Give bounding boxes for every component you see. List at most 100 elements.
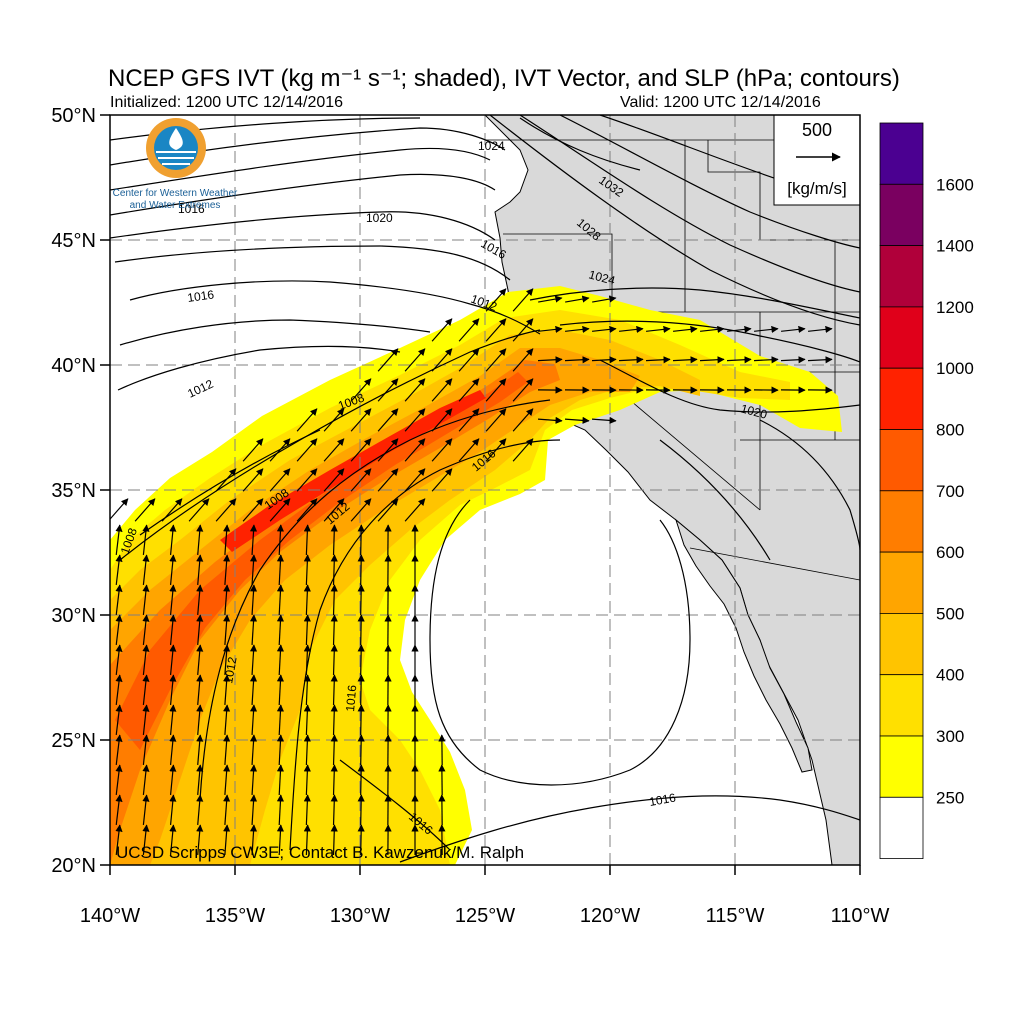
colorbar-label: 250	[936, 788, 964, 807]
ivt-vector-arrow	[169, 824, 177, 855]
ivt-vector-arrow	[223, 614, 231, 646]
ivt-vector-arrow	[564, 416, 590, 424]
vector-key-value: 500	[802, 120, 832, 140]
ivt-vector-arrow	[512, 378, 534, 402]
ivt-vector-arrow	[537, 356, 563, 364]
ivt-vector-arrow	[512, 288, 534, 312]
ivt-vector-arrow	[404, 438, 426, 462]
ivt-vector-arrow	[249, 674, 258, 706]
ivt-vector-arrow	[276, 794, 285, 826]
ivt-vector-arrow	[700, 325, 725, 333]
ivt-vector-arrow	[673, 325, 698, 333]
ivt-vector-arrow	[223, 554, 231, 586]
ivt-vector-arrow	[115, 674, 123, 705]
ivt-vector-arrow	[357, 764, 365, 796]
ivt-vector-arrow	[485, 318, 507, 342]
ivt-vector-arrow	[357, 614, 365, 646]
ivt-vector-arrow	[330, 644, 338, 676]
ivt-vector-arrow	[591, 416, 617, 424]
ivt-vector-arrow	[330, 614, 338, 646]
slp-label: 1024	[478, 139, 505, 153]
ivt-vector-arrow	[350, 468, 372, 492]
ivt-vector-arrow	[672, 356, 698, 364]
lon-label: 110°W	[831, 905, 890, 927]
colorbar-label: 500	[936, 604, 964, 623]
ivt-vector-arrow	[142, 734, 150, 765]
ivt-vector-arrow	[142, 554, 150, 585]
colorbar-swatch	[879, 735, 924, 798]
ivt-vector-arrow	[303, 734, 311, 766]
ivt-vector-arrow	[458, 408, 480, 432]
ivt-vector-arrow	[781, 325, 806, 333]
ivt-vector-arrow	[276, 704, 285, 736]
ivt-vector-arrow	[303, 674, 311, 706]
ivt-vector-arrow	[249, 614, 258, 646]
ivt-vector-arrow	[276, 554, 285, 586]
slp-label: 1016	[178, 202, 205, 216]
ivt-vector-arrow	[485, 438, 507, 462]
colorbar-swatch	[879, 183, 924, 247]
slp-label: 1024	[587, 267, 617, 288]
ivt-vector-arrow	[565, 295, 590, 303]
colorbar-swatch	[879, 490, 924, 553]
ivt-vector-arrow	[565, 325, 590, 333]
ivt-vector-arrow	[357, 674, 365, 706]
ivt-vector-arrow	[223, 764, 231, 796]
lon-label: 140°W	[80, 905, 140, 927]
ivt-400-level	[110, 330, 700, 865]
colorbar-swatch	[879, 796, 924, 859]
slp-label: 1020	[739, 401, 769, 422]
colorbar-swatch	[879, 122, 924, 185]
ivt-vector-arrow	[134, 498, 156, 522]
ivt-vector-arrow	[276, 524, 285, 556]
ivt-vector-arrow	[142, 524, 150, 555]
ivt-vector-arrow	[458, 318, 480, 342]
ivt-vector-arrow	[115, 764, 123, 795]
ivt-vectors	[110, 288, 833, 856]
colorbar-label: 700	[936, 482, 964, 501]
ivt-vector-arrow	[645, 356, 671, 364]
ivt-vector-arrow	[485, 288, 507, 312]
vector-key: 500 [kg/m/s]	[773, 115, 860, 206]
ivt-vector-arrow	[249, 794, 258, 826]
ivt-vector-arrow	[110, 498, 129, 521]
ivt-vector-arrow	[323, 468, 345, 492]
ivt-vector-arrow	[169, 764, 177, 795]
ivt-vector-arrow	[249, 644, 258, 676]
ivt-vector-arrow	[431, 438, 453, 462]
ivt-vector-arrow	[115, 524, 123, 555]
ivt-vector-arrow	[196, 764, 204, 795]
lat-label: 45°N	[51, 230, 96, 252]
ivt-vector-arrow	[196, 644, 204, 675]
credit-line: UCSD Scripps CW3E; Contact B. Kawzenuk/M…	[116, 843, 524, 862]
ivt-vector-arrow	[296, 408, 318, 432]
ivt-vector-arrow	[196, 554, 204, 585]
ivt-vector-arrow	[357, 584, 365, 616]
ivt-vector-arrow	[727, 325, 752, 333]
colorbar-label: 1600	[936, 175, 974, 194]
ivt-vector-arrow	[485, 378, 507, 402]
ivt-vector-arrow	[330, 704, 338, 736]
ivt-vector-arrow	[223, 644, 231, 676]
logo-line1: Center for Western Weather	[113, 188, 238, 199]
colorbar-label: 1000	[936, 359, 974, 378]
ivt-vector-arrow	[196, 524, 204, 555]
valid-time: Valid: 1200 UTC 12/14/2016	[620, 94, 821, 111]
ivt-vector-arrow	[196, 824, 204, 855]
ivt-vector-arrow	[458, 438, 480, 462]
slp-label: 1016	[343, 684, 359, 712]
ivt-vector-arrow	[142, 584, 150, 615]
ivt-vector-arrow	[269, 498, 291, 522]
ivt-vector-arrow	[276, 674, 285, 706]
ivt-vector-arrow	[538, 325, 563, 333]
ivt-vector-arrow	[357, 794, 365, 826]
ivt-vector-arrow	[196, 584, 204, 615]
ivt-vector-arrow	[242, 438, 264, 462]
ivt-vector-arrow	[115, 704, 123, 735]
ivt-vector-arrow	[753, 356, 779, 364]
ivt-700-level	[115, 372, 528, 750]
ivt-vector-arrow	[142, 704, 150, 735]
ivt-vector-arrow	[330, 674, 338, 706]
ivt-vector-arrow	[142, 764, 150, 795]
ivt-vector-arrow	[404, 378, 426, 402]
